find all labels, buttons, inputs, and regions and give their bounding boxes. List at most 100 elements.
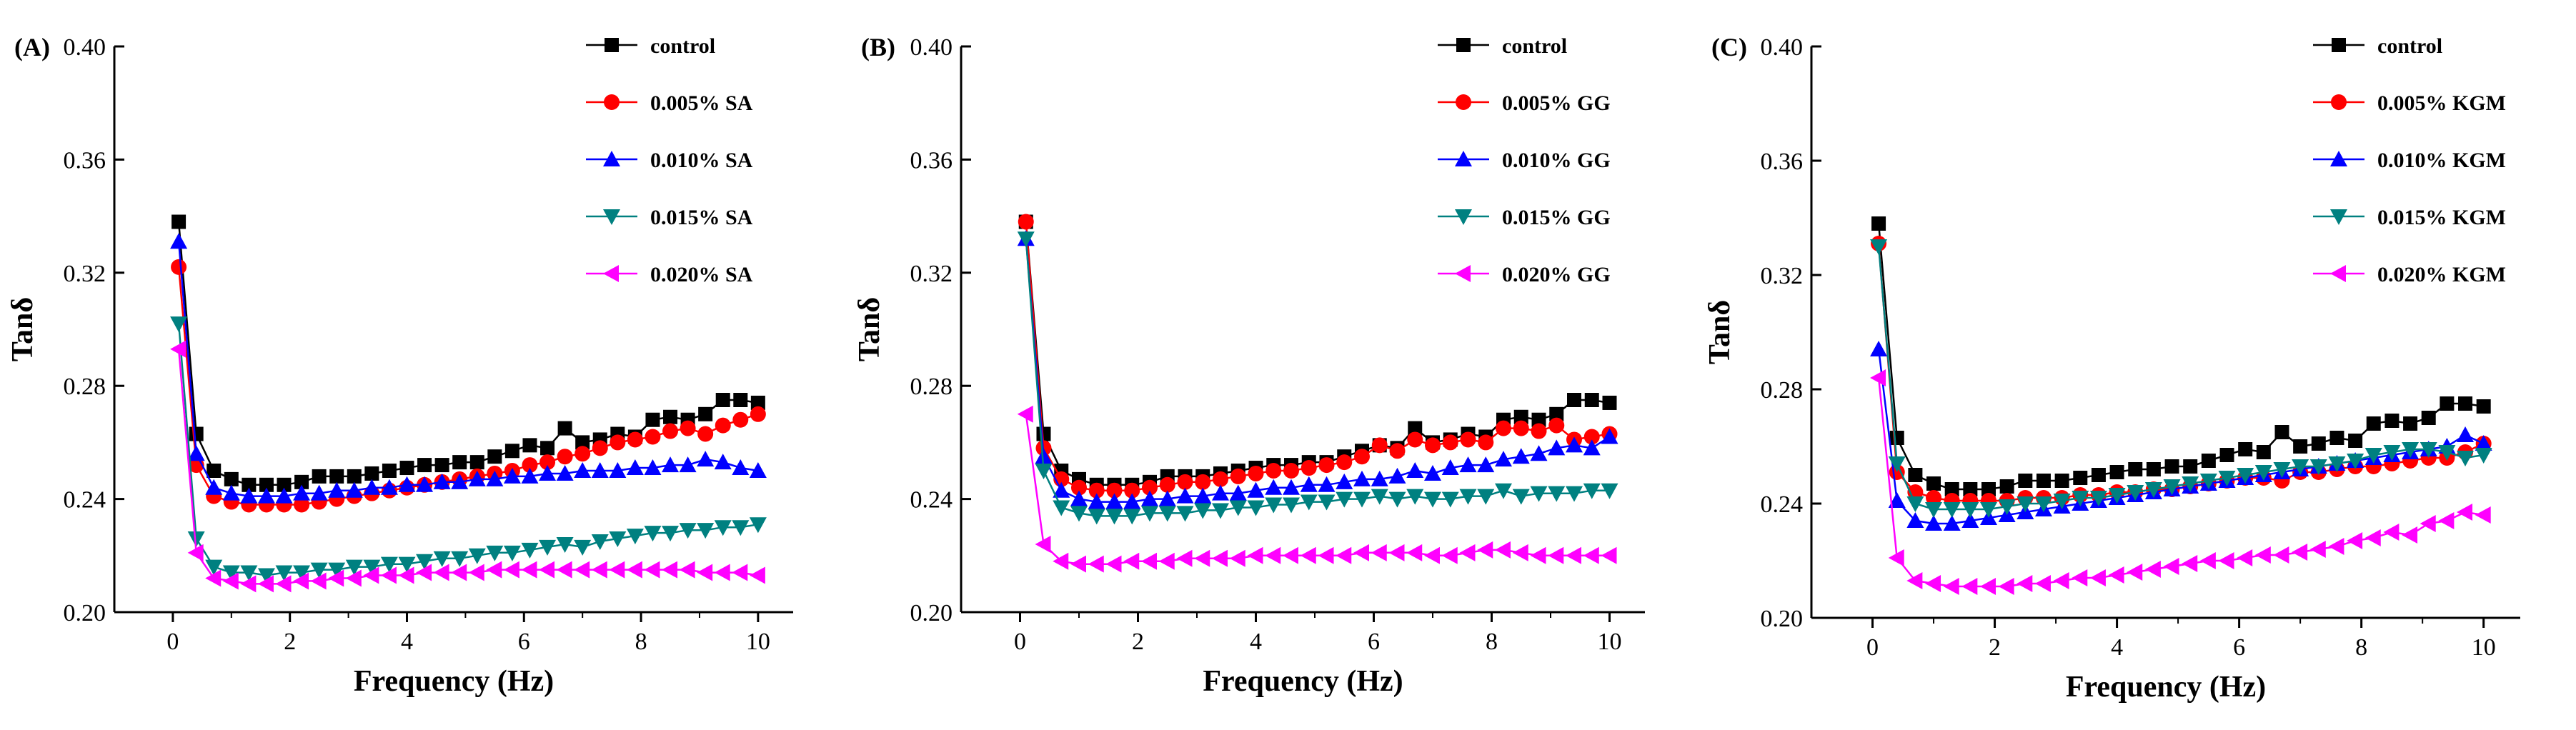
data-point [451, 473, 469, 489]
data-point [1943, 502, 1961, 518]
data-point [1424, 546, 1440, 564]
data-point [1408, 421, 1423, 436]
data-point [1943, 578, 1959, 595]
data-point [1070, 555, 1086, 573]
data-point [591, 462, 609, 478]
x-tick-label: 8 [635, 629, 647, 655]
data-point [1583, 546, 1599, 564]
data-point [645, 429, 661, 445]
data-point [732, 564, 748, 581]
data-point [240, 487, 258, 504]
data-point [1566, 436, 1583, 453]
data-point [2053, 572, 2069, 589]
data-point [556, 561, 572, 579]
data-point [2036, 474, 2051, 488]
data-point [363, 566, 379, 584]
x-tick-label: 6 [2233, 634, 2245, 661]
data-point [487, 449, 502, 464]
data-point [1247, 481, 1265, 498]
data-point [2476, 399, 2491, 414]
series-line [1877, 223, 2484, 491]
data-point [1158, 506, 1176, 522]
series-line [177, 241, 759, 497]
data-point [1336, 546, 1352, 564]
legend-label: 0.020% KGM [2377, 263, 2506, 286]
data-point [2475, 506, 2491, 524]
data-point [697, 451, 715, 467]
data-point [1265, 497, 1283, 514]
data-point [1980, 502, 1997, 518]
data-point [697, 523, 715, 539]
series-1 [171, 259, 766, 513]
data-point [521, 542, 539, 559]
data-point [1566, 486, 1583, 502]
data-point [2402, 526, 2418, 544]
legend-label: 0.020% GG [1502, 263, 1611, 286]
data-point [521, 467, 539, 484]
data-point [1441, 491, 1459, 508]
data-point [1424, 491, 1441, 508]
series-3 [170, 316, 767, 584]
legend-marker [1455, 265, 1471, 282]
legend-marker [1456, 94, 1471, 110]
data-point [2457, 426, 2475, 442]
data-point [2329, 431, 2344, 445]
legend-marker [2330, 209, 2347, 225]
data-point [2347, 532, 2363, 549]
data-point [1070, 490, 1088, 506]
data-point [2108, 566, 2124, 584]
data-point [1477, 541, 1493, 559]
data-point [1123, 552, 1140, 570]
data-point [2420, 515, 2436, 532]
data-point [2072, 569, 2088, 586]
data-point [1548, 439, 1566, 456]
data-point [662, 561, 678, 579]
data-point [626, 561, 642, 579]
data-point [1017, 405, 1033, 423]
data-point [644, 561, 660, 579]
data-point [2219, 448, 2234, 462]
y-tick-label: 0.28 [64, 374, 106, 400]
data-point [1088, 555, 1104, 573]
data-point [1283, 546, 1298, 564]
data-point [575, 435, 590, 450]
data-point [1336, 454, 1353, 471]
data-point [2182, 476, 2199, 492]
panel-b: 0.20 0.24 0.28 0.32 0.36 0.40 0 2 4 6 8 10 Frequency… [853, 33, 1645, 698]
data-point [224, 471, 239, 486]
data-point [486, 470, 504, 486]
data-point [257, 487, 275, 504]
data-point [1406, 544, 1423, 561]
data-point [574, 561, 590, 579]
data-point [2237, 468, 2254, 484]
data-point [294, 496, 310, 513]
series-4 [1017, 405, 1617, 573]
x-tick-label: 4 [2111, 634, 2123, 661]
data-point [2109, 465, 2124, 479]
x-axis-title: Frequency (Hz) [2066, 671, 2266, 704]
legend-marker [1456, 38, 1471, 52]
y-tick-label: 0.32 [64, 261, 106, 287]
data-point [1123, 493, 1141, 509]
data-point [347, 469, 362, 484]
data-point [329, 469, 344, 484]
data-point [1425, 437, 1441, 454]
data-point [1336, 491, 1353, 508]
data-point [2292, 544, 2308, 561]
panel-label: (A) [14, 33, 50, 61]
data-point [171, 259, 187, 275]
data-point [275, 565, 293, 581]
data-point [1925, 502, 1943, 518]
panel-label: (C) [1711, 33, 1747, 61]
data-point [170, 316, 188, 333]
data-point [662, 423, 679, 439]
data-point [1336, 473, 1353, 489]
data-point [1158, 490, 1176, 506]
data-point [2383, 445, 2401, 461]
data-point [1105, 555, 1122, 573]
series-line [1025, 221, 1610, 491]
legend-label: control [650, 34, 715, 58]
data-point [1495, 541, 1511, 559]
data-point [189, 426, 204, 441]
